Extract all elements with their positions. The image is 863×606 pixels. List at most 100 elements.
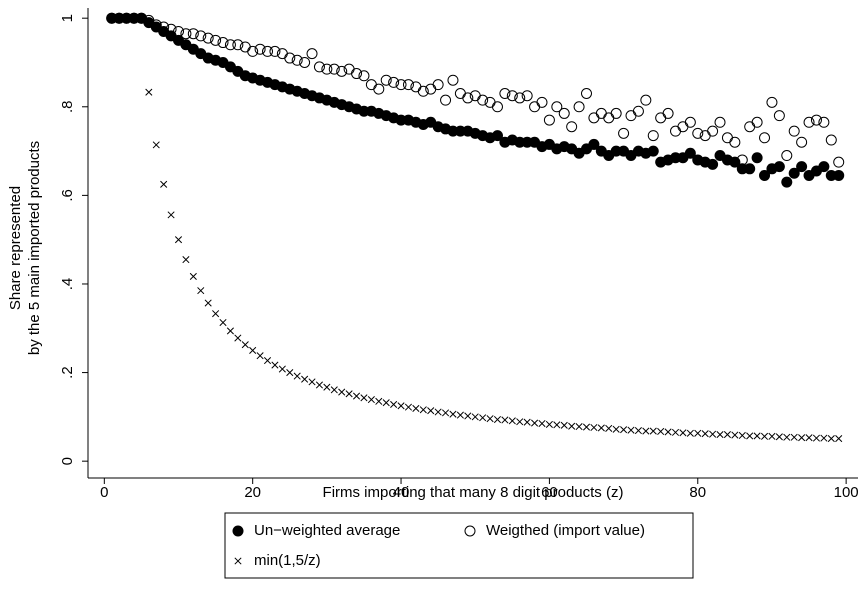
point bbox=[262, 45, 274, 57]
point bbox=[165, 23, 177, 35]
point bbox=[746, 432, 754, 440]
point bbox=[538, 419, 546, 428]
point bbox=[553, 421, 561, 429]
point bbox=[835, 435, 843, 443]
point bbox=[671, 428, 680, 436]
point bbox=[655, 112, 667, 124]
point bbox=[833, 156, 845, 168]
y-axis-label: by the 5 main imported products bbox=[26, 141, 43, 355]
point bbox=[684, 147, 696, 159]
point bbox=[397, 402, 405, 410]
point bbox=[373, 83, 385, 95]
point bbox=[440, 94, 452, 106]
point bbox=[514, 92, 526, 104]
point bbox=[545, 420, 553, 428]
legend-box bbox=[224, 512, 694, 579]
point bbox=[501, 416, 509, 424]
point bbox=[313, 61, 325, 73]
point bbox=[729, 136, 741, 148]
point bbox=[825, 134, 837, 146]
point bbox=[694, 429, 702, 437]
point bbox=[173, 25, 185, 37]
point bbox=[632, 105, 644, 117]
point bbox=[781, 176, 793, 188]
point bbox=[649, 427, 657, 435]
point bbox=[751, 152, 763, 164]
point bbox=[152, 141, 160, 149]
y-tick-label: 1 bbox=[59, 14, 76, 22]
x-tick-label: 60 bbox=[541, 484, 558, 501]
point bbox=[477, 94, 489, 106]
legend-label: min(1,5/z) bbox=[254, 552, 321, 569]
point bbox=[336, 65, 348, 77]
point bbox=[827, 435, 835, 443]
point bbox=[818, 116, 830, 128]
point bbox=[269, 45, 281, 57]
point bbox=[219, 318, 227, 327]
point bbox=[491, 101, 503, 113]
point bbox=[796, 161, 808, 173]
point bbox=[692, 127, 704, 139]
y-tick-label: .6 bbox=[59, 189, 76, 202]
point bbox=[738, 431, 746, 440]
point bbox=[328, 63, 340, 75]
point bbox=[716, 431, 724, 439]
point bbox=[204, 299, 212, 307]
point bbox=[365, 79, 377, 91]
point bbox=[521, 90, 533, 102]
legend-label: Weigthed (import value) bbox=[486, 522, 645, 539]
point bbox=[388, 76, 400, 88]
point bbox=[321, 63, 333, 75]
point bbox=[367, 396, 375, 404]
point bbox=[130, 14, 138, 22]
point bbox=[308, 378, 316, 386]
point bbox=[404, 403, 413, 411]
point bbox=[375, 397, 383, 405]
point bbox=[323, 383, 331, 391]
point bbox=[493, 415, 502, 424]
point bbox=[768, 432, 776, 440]
point bbox=[441, 409, 450, 417]
point bbox=[686, 429, 694, 437]
point bbox=[618, 127, 630, 139]
point bbox=[781, 150, 793, 162]
point bbox=[531, 419, 539, 427]
point bbox=[135, 12, 147, 24]
point bbox=[647, 130, 659, 142]
point bbox=[432, 79, 444, 91]
point bbox=[612, 425, 620, 433]
point bbox=[812, 434, 821, 442]
x-tick-label: 80 bbox=[689, 484, 706, 501]
point bbox=[707, 125, 719, 137]
point bbox=[506, 90, 518, 102]
y-tick-label: .8 bbox=[59, 101, 76, 114]
point bbox=[568, 422, 576, 430]
point bbox=[301, 375, 309, 383]
point bbox=[759, 132, 771, 144]
point bbox=[677, 121, 689, 133]
x-axis-label: Firms importing that many 8 digit produc… bbox=[323, 484, 624, 501]
point bbox=[167, 211, 175, 219]
point bbox=[352, 392, 361, 400]
point bbox=[232, 39, 244, 51]
point bbox=[189, 272, 197, 280]
point bbox=[197, 287, 205, 295]
point bbox=[224, 39, 236, 51]
point bbox=[798, 434, 806, 442]
x-tick-label: 40 bbox=[393, 484, 410, 501]
point bbox=[241, 341, 249, 349]
point bbox=[575, 423, 583, 431]
point bbox=[106, 12, 118, 24]
point bbox=[180, 28, 192, 40]
point bbox=[788, 167, 800, 179]
point bbox=[529, 101, 541, 113]
point bbox=[456, 411, 464, 419]
point bbox=[145, 88, 153, 96]
point bbox=[315, 381, 323, 389]
point bbox=[640, 94, 652, 106]
point bbox=[284, 52, 296, 64]
point bbox=[382, 399, 390, 407]
point bbox=[773, 161, 785, 173]
point bbox=[664, 428, 672, 436]
